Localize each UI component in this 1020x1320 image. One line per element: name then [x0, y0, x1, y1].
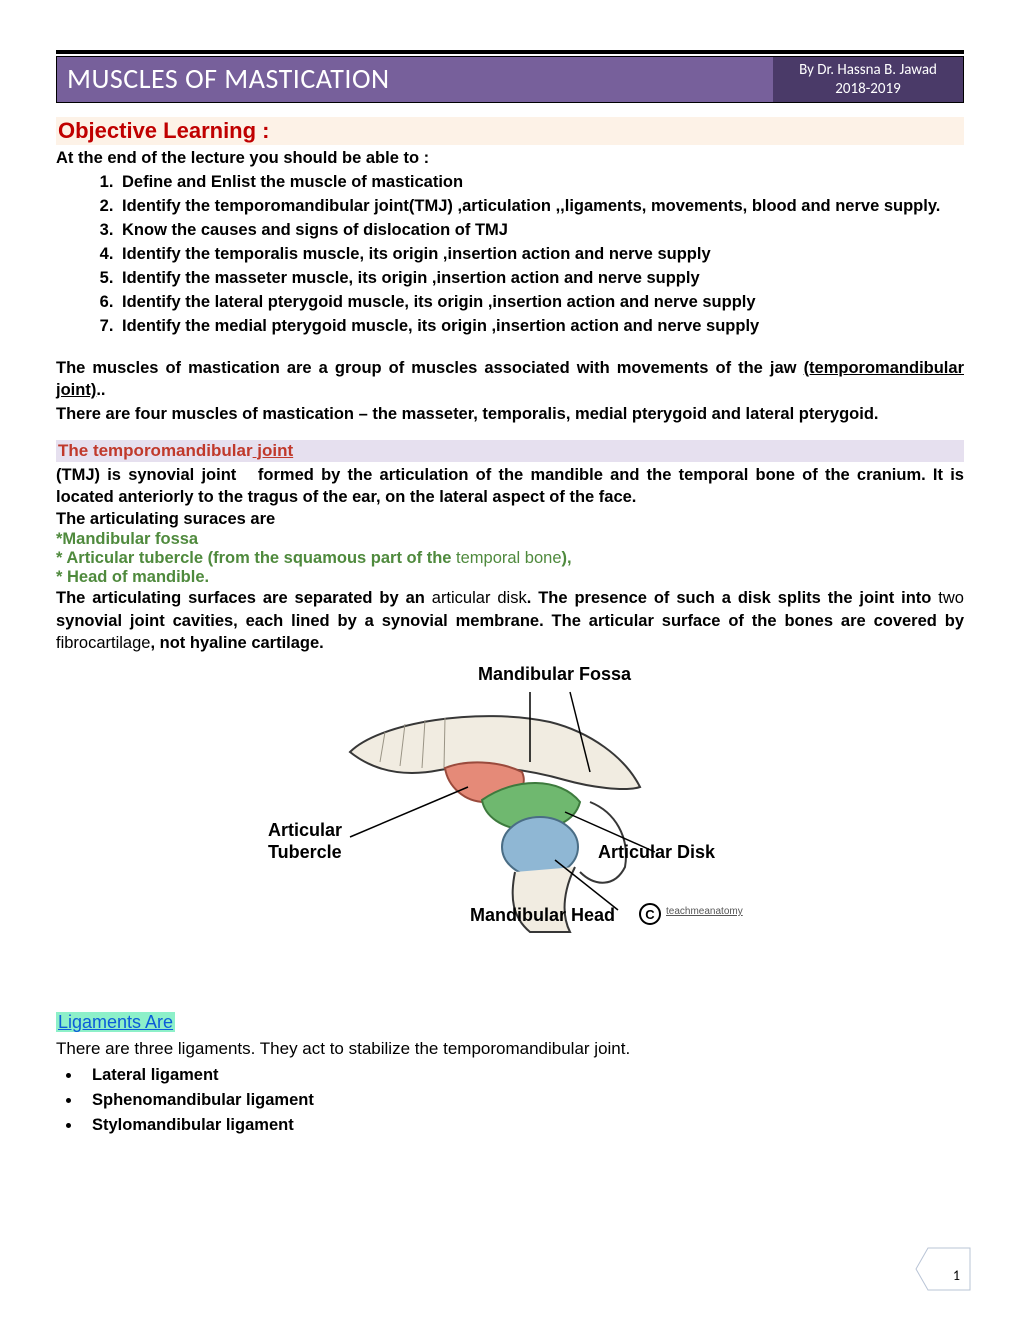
ligaments-list: Lateral ligament Sphenomandibular ligame… — [56, 1063, 964, 1137]
objective-list: Define and Enlist the muscle of masticat… — [56, 171, 964, 338]
tmj-p1: (TMJ) is synovial joint formed by the ar… — [56, 464, 964, 509]
objective-item: Know the causes and signs of dislocation… — [118, 219, 964, 243]
tmj-p3c: . The presence of such a disk splits the… — [527, 589, 939, 607]
figure-label-head: Mandibular Head — [470, 905, 615, 926]
tmj-p3f: fibrocartilage — [56, 634, 150, 652]
tmj-green-2-row: * Articular tubercle (from the squamous … — [56, 549, 964, 568]
svg-text:C: C — [645, 907, 655, 922]
tmj-p3a: The articulating surfaces are separated … — [56, 589, 432, 607]
tmj-p3e: synovial joint cavities, each lined by a… — [56, 612, 964, 630]
objective-heading-row: Objective Learning : — [56, 117, 964, 145]
figure-label-disk: Articular Disk — [598, 842, 715, 863]
tmj-p3g: , not hyaline cartilage. — [150, 634, 323, 652]
tmj-green-1: *Mandibular fossa — [56, 530, 964, 549]
top-rule — [56, 50, 964, 54]
objective-item: Identify the medial pterygoid muscle, it… — [118, 315, 964, 339]
tmj-green-3: * Head of mandible. — [56, 568, 964, 587]
objective-item: Define and Enlist the muscle of masticat… — [118, 171, 964, 195]
figure-wrap: C Mandibular Fossa Articular Tubercle Ar… — [56, 662, 964, 942]
objective-item: Identify the masseter muscle, its origin… — [118, 267, 964, 291]
tmj-p3d: two — [938, 589, 964, 607]
document-title: MUSCLES OF MASTICATION — [57, 57, 773, 102]
tmj-green-2b: temporal bone — [456, 549, 562, 567]
page-number: 1 — [953, 1267, 960, 1284]
tmj-p2: The articulating suraces are — [56, 508, 964, 530]
ligament-item: Sphenomandibular ligament — [82, 1088, 964, 1113]
tmj-figure-svg: C — [230, 662, 790, 942]
intro-paragraph-2: There are four muscles of mastication – … — [56, 403, 964, 425]
ligaments-heading-row: Ligaments Are — [56, 1012, 964, 1033]
author-line: By Dr. Hassna B. Jawad — [799, 61, 937, 80]
figure-label-fossa: Mandibular Fossa — [478, 664, 631, 685]
ligaments-heading: Ligaments Are — [56, 1012, 175, 1032]
figure-label-tubercle-l1: Articular — [268, 820, 342, 841]
figure-credit: teachmeanatomy — [666, 906, 743, 917]
header-box: MUSCLES OF MASTICATION By Dr. Hassna B. … — [56, 56, 964, 103]
page-number-shape — [914, 1246, 972, 1292]
credit-icon: C — [640, 904, 660, 924]
intro-p1a: The muscles of mastication are a group o… — [56, 359, 804, 377]
ligaments-intro: There are three ligaments. They act to s… — [56, 1039, 964, 1059]
tmj-p3: The articulating surfaces are separated … — [56, 587, 964, 654]
tmj-green-2a: * Articular tubercle (from the squamous … — [56, 549, 456, 567]
tmj-figure: C Mandibular Fossa Articular Tubercle Ar… — [230, 662, 790, 942]
objective-item: Identify the temporomandibular joint(TMJ… — [118, 195, 964, 219]
tmj-green-2c: ), — [562, 549, 572, 567]
objective-item: Identify the temporalis muscle, its orig… — [118, 243, 964, 267]
objective-heading: Objective Learning : — [58, 118, 270, 143]
ligament-item: Lateral ligament — [82, 1063, 964, 1088]
objective-intro: At the end of the lecture you should be … — [56, 147, 964, 169]
tmj-heading-suffix: joint — [253, 441, 294, 460]
year-line: 2018-2019 — [835, 80, 900, 99]
page-root: MUSCLES OF MASTICATION By Dr. Hassna B. … — [0, 0, 1020, 1320]
intro-p1c: .. — [96, 381, 105, 399]
tmj-heading-prefix: The temporomandibular — [58, 441, 253, 460]
figure-label-tubercle-l2: Tubercle — [268, 842, 342, 863]
tmj-heading-row: The temporomandibular joint — [56, 440, 964, 462]
objective-item: Identify the lateral pterygoid muscle, i… — [118, 291, 964, 315]
header-meta: By Dr. Hassna B. Jawad 2018-2019 — [773, 57, 963, 102]
ligament-item: Stylomandibular ligament — [82, 1113, 964, 1138]
intro-paragraph-1: The muscles of mastication are a group o… — [56, 357, 964, 402]
tmj-p3b: articular disk — [432, 589, 527, 607]
